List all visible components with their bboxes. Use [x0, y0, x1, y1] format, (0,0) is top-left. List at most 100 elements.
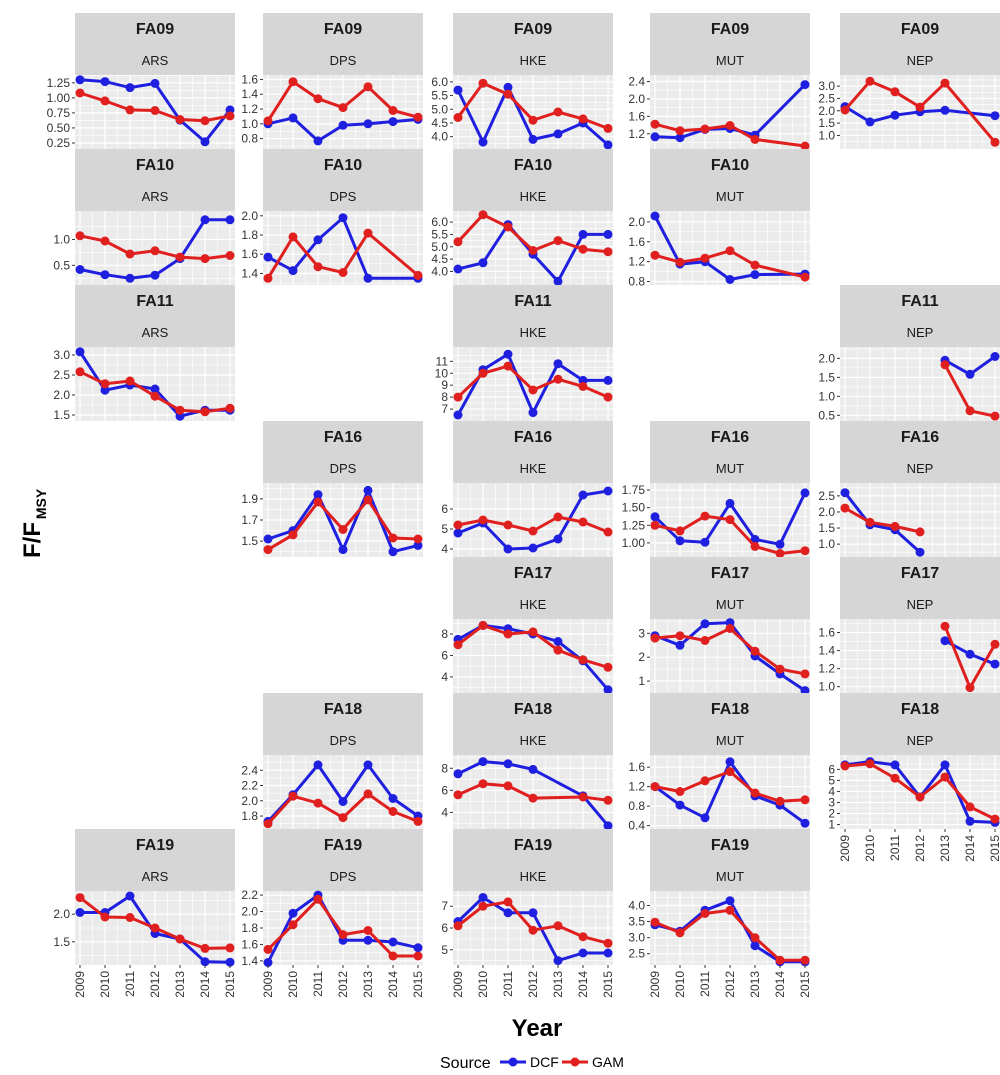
data-point-dcf-2011 [503, 349, 513, 359]
y-tick-label: 0.8 [241, 132, 258, 146]
data-point-gam-2010 [675, 126, 685, 136]
data-point-dcf-2009 [650, 132, 660, 142]
x-tick-label: 2014 [773, 971, 787, 998]
strip-area-fa09-ars [75, 13, 235, 44]
data-point-gam-2013 [940, 78, 950, 88]
data-point-gam-2013 [363, 926, 373, 935]
data-point-gam-2012 [150, 106, 160, 115]
data-point-dcf-2012 [528, 543, 538, 553]
data-point-gam-2009 [263, 545, 273, 555]
strip-area-label: FA18 [711, 701, 749, 718]
x-tick-label: 2013 [361, 971, 375, 998]
data-point-dcf-2015 [800, 80, 810, 90]
y-tick-label: 1.5 [241, 534, 258, 548]
data-point-dcf-2014 [578, 229, 588, 239]
strip-region-fa17-mut [650, 588, 810, 619]
y-tick-label: 2 [638, 650, 645, 664]
strip-species-label: MUT [716, 869, 744, 884]
series-gam-fa17-mut [650, 624, 810, 679]
strip-area-label: FA10 [514, 157, 552, 174]
data-point-gam-2009 [840, 105, 850, 115]
strip-area-fa09-dps [263, 13, 423, 44]
y-tick-label: 1.2 [818, 662, 835, 676]
y-tick-label: 1.6 [628, 109, 645, 123]
data-point-gam-2012 [725, 767, 735, 777]
panel-fa16-mut: FA16 MUT 1.00 1.25 1.50 1.75 [622, 421, 810, 558]
strip-area-label: FA10 [711, 157, 749, 174]
data-point-dcf-2009 [263, 252, 273, 262]
panel-fa19-dps: FA19 DPS 1.4 1.6 1.8 2.0 2.2 [241, 829, 423, 968]
legend-gam-label: GAM [592, 1054, 624, 1070]
data-point-dcf-2013 [363, 935, 373, 945]
series-gam-fa10-ars [75, 231, 235, 264]
x-axis-title: Year [512, 1015, 563, 1042]
data-point-dcf-2012 [528, 764, 538, 774]
strip-area-label: FA11 [901, 293, 938, 310]
data-point-gam-2009 [840, 761, 850, 771]
data-point-gam-2015 [990, 411, 1000, 421]
data-point-gam-2011 [700, 124, 710, 134]
series-gam-fa18-hke [453, 779, 613, 805]
y-tick-label: 5.5 [431, 89, 448, 103]
strip-region-fa18-nep [840, 724, 1000, 755]
panel-fa17-hke: FA17 HKE 4 6 8 [441, 557, 613, 695]
x-tick-label: 2012 [336, 971, 350, 998]
data-point-dcf-2009 [453, 264, 463, 274]
y-tick-label: 0.5 [53, 258, 70, 272]
y-tick-label: 1.8 [241, 809, 258, 823]
data-point-dcf-2013 [553, 534, 563, 544]
y-tick-label: 1.0 [241, 117, 258, 131]
strip-region-fa09-ars [75, 44, 235, 75]
data-point-dcf-2014 [388, 117, 398, 127]
x-axis-col-dps: 2009 2010 2011 2012 2013 2014 2015 [261, 965, 425, 998]
data-point-dcf-2015 [603, 948, 613, 958]
data-point-dcf-2014 [578, 948, 588, 958]
y-tick-label: 1.9 [241, 492, 258, 506]
panel-fa16-hke: FA16 HKE 4 5 6 [441, 421, 613, 557]
series-dcf-fa10-dps [263, 213, 423, 283]
y-tick-label: 2.2 [241, 888, 258, 902]
strip-region-fa19-mut [650, 860, 810, 891]
data-point-dcf-2009 [453, 769, 463, 779]
data-point-dcf-2013 [363, 485, 373, 495]
y-tick-label: 2.5 [53, 368, 70, 382]
data-point-dcf-2014 [775, 539, 785, 549]
data-point-gam-2009 [650, 917, 660, 927]
x-tick-label: 2015 [223, 971, 237, 998]
y-tick-label: 1.6 [241, 247, 258, 261]
y-tick-label: 0.50 [47, 121, 71, 135]
data-point-gam-2012 [338, 525, 348, 534]
data-point-gam-2009 [75, 893, 85, 903]
y-tick-label: 4 [441, 670, 448, 684]
data-point-gam-2013 [553, 645, 563, 655]
strip-area-label: FA19 [711, 837, 749, 854]
strip-region-fa18-hke [453, 724, 613, 755]
y-tick-label: 4.5 [431, 252, 448, 266]
y-tick-label: 4.5 [431, 116, 448, 130]
data-point-gam-2015 [225, 251, 235, 260]
panel-fa10-hke: FA10 HKE 4.04.55.05.56.0 [431, 149, 613, 286]
strip-area-label: FA09 [901, 21, 939, 38]
data-point-gam-2014 [388, 951, 398, 961]
strip-species-label: ARS [142, 325, 169, 340]
data-point-dcf-2011 [313, 490, 323, 500]
data-point-gam-2011 [503, 520, 513, 530]
panel-fa09-hke: FA09 HKE 4.04.55.05.56.0 [431, 13, 613, 150]
legend-dcf-marker [508, 1057, 518, 1067]
x-tick-label: 2015 [411, 971, 425, 998]
data-point-gam-2012 [725, 905, 735, 915]
data-point-dcf-2014 [388, 794, 398, 803]
x-tick-label: 2010 [476, 971, 490, 998]
data-point-gam-2013 [553, 374, 563, 384]
panel-grid: FA09ARS0.250.500.751.001.25FA09DPS0.81.0… [47, 13, 1000, 998]
data-point-gam-2012 [528, 526, 538, 536]
strip-species-label: DPS [330, 733, 357, 748]
x-tick-label: 2013 [551, 971, 565, 998]
panel-fa18-hke: FA18 HKE 4 6 8 [441, 693, 613, 831]
y-tick-label: 1.2 [628, 255, 645, 269]
data-point-dcf-2009 [75, 908, 85, 917]
y-tick-label: 6 [441, 502, 448, 516]
x-tick-label: 2010 [98, 971, 112, 998]
strip-area-fa10-hke [453, 149, 613, 180]
strip-species-label: HKE [520, 325, 547, 340]
